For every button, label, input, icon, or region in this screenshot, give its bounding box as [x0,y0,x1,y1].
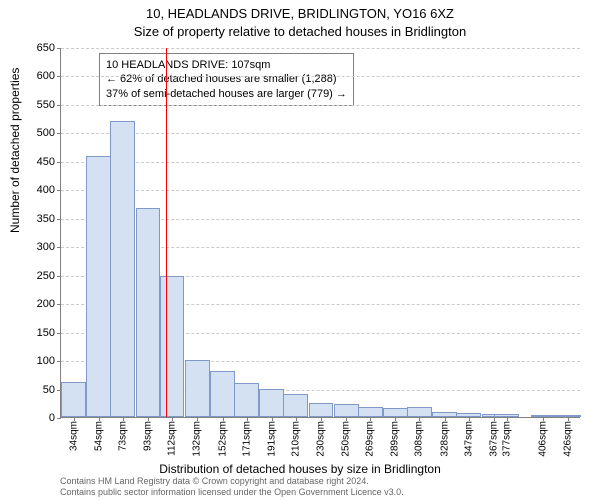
xtick-label: 406sqm [538,421,549,457]
gridline [61,190,580,191]
gridline [61,48,580,49]
histogram-bar [259,389,284,417]
gridline [61,76,580,77]
ytick-label: 400 [37,184,55,196]
ytick-mark [57,48,61,49]
histogram-bar [136,208,161,417]
ytick-mark [57,304,61,305]
xtick-label: 250sqm [341,421,352,457]
ytick-label: 500 [37,127,55,139]
title-line-2: Size of property relative to detached ho… [0,24,600,39]
xtick-label: 210sqm [290,421,301,457]
histogram-bar [358,407,383,417]
plot-area: 10 HEADLANDS DRIVE: 107sqm ← 62% of deta… [60,48,580,418]
xtick-label: 73sqm [117,421,128,451]
histogram-bar [160,276,185,417]
ytick-label: 0 [49,412,55,424]
ytick-label: 50 [43,384,55,396]
xtick-label: 377sqm [501,421,512,457]
xtick-label: 426sqm [563,421,574,457]
histogram-bar [234,383,259,417]
footer: Contains HM Land Registry data © Crown c… [60,476,404,498]
ytick-mark [57,333,61,334]
ytick-mark [57,219,61,220]
ytick-label: 350 [37,213,55,225]
ytick-mark [57,105,61,106]
histogram-bar [185,360,210,417]
xtick-label: 347sqm [463,421,474,457]
ytick-mark [57,133,61,134]
xtick-label: 367sqm [488,421,499,457]
histogram-bar [383,408,408,417]
xtick-label: 328sqm [439,421,450,457]
ytick-mark [57,162,61,163]
xtick-label: 34sqm [68,421,79,451]
ytick-label: 600 [37,70,55,82]
xtick-label: 269sqm [365,421,376,457]
xtick-label: 308sqm [414,421,425,457]
ytick-label: 550 [37,99,55,111]
title-line-1: 10, HEADLANDS DRIVE, BRIDLINGTON, YO16 6… [0,6,600,21]
info-box: 10 HEADLANDS DRIVE: 107sqm ← 62% of deta… [99,53,354,106]
xtick-label: 54sqm [93,421,104,451]
xtick-label: 289sqm [390,421,401,457]
ytick-label: 250 [37,270,55,282]
histogram-bar [334,404,359,417]
histogram-bar [309,403,334,417]
xtick-label: 93sqm [143,421,154,451]
reference-line [166,48,168,417]
xtick-label: 112sqm [167,421,178,456]
ytick-mark [57,361,61,362]
xtick-label: 191sqm [266,421,277,457]
xtick-label: 230sqm [316,421,327,457]
histogram-bar [61,382,86,417]
ytick-mark [57,276,61,277]
chart-container: 10, HEADLANDS DRIVE, BRIDLINGTON, YO16 6… [0,0,600,500]
ytick-label: 650 [37,42,55,54]
ytick-label: 200 [37,298,55,310]
ytick-label: 150 [37,327,55,339]
ytick-label: 100 [37,355,55,367]
gridline [61,162,580,163]
ytick-mark [57,76,61,77]
info-box-line-2: ← 62% of detached houses are smaller (1,… [106,72,347,86]
ytick-mark [57,418,61,419]
histogram-bar [86,156,111,417]
histogram-bar [407,407,432,417]
histogram-bar [110,121,135,417]
x-axis-label: Distribution of detached houses by size … [0,462,600,476]
gridline [61,105,580,106]
ytick-label: 300 [37,241,55,253]
ytick-mark [57,247,61,248]
histogram-bar [210,371,235,417]
y-axis-label: Number of detached properties [8,68,22,233]
info-box-line-1: 10 HEADLANDS DRIVE: 107sqm [106,58,347,72]
info-box-line-3: 37% of semi-detached houses are larger (… [106,87,347,101]
xtick-label: 152sqm [217,421,228,457]
ytick-label: 450 [37,156,55,168]
ytick-mark [57,190,61,191]
xtick-label: 171sqm [241,421,252,457]
footer-line-2: Contains public sector information licen… [60,487,404,498]
xtick-label: 132sqm [192,421,203,457]
histogram-bar [283,394,308,417]
gridline [61,133,580,134]
footer-line-1: Contains HM Land Registry data © Crown c… [60,476,404,487]
